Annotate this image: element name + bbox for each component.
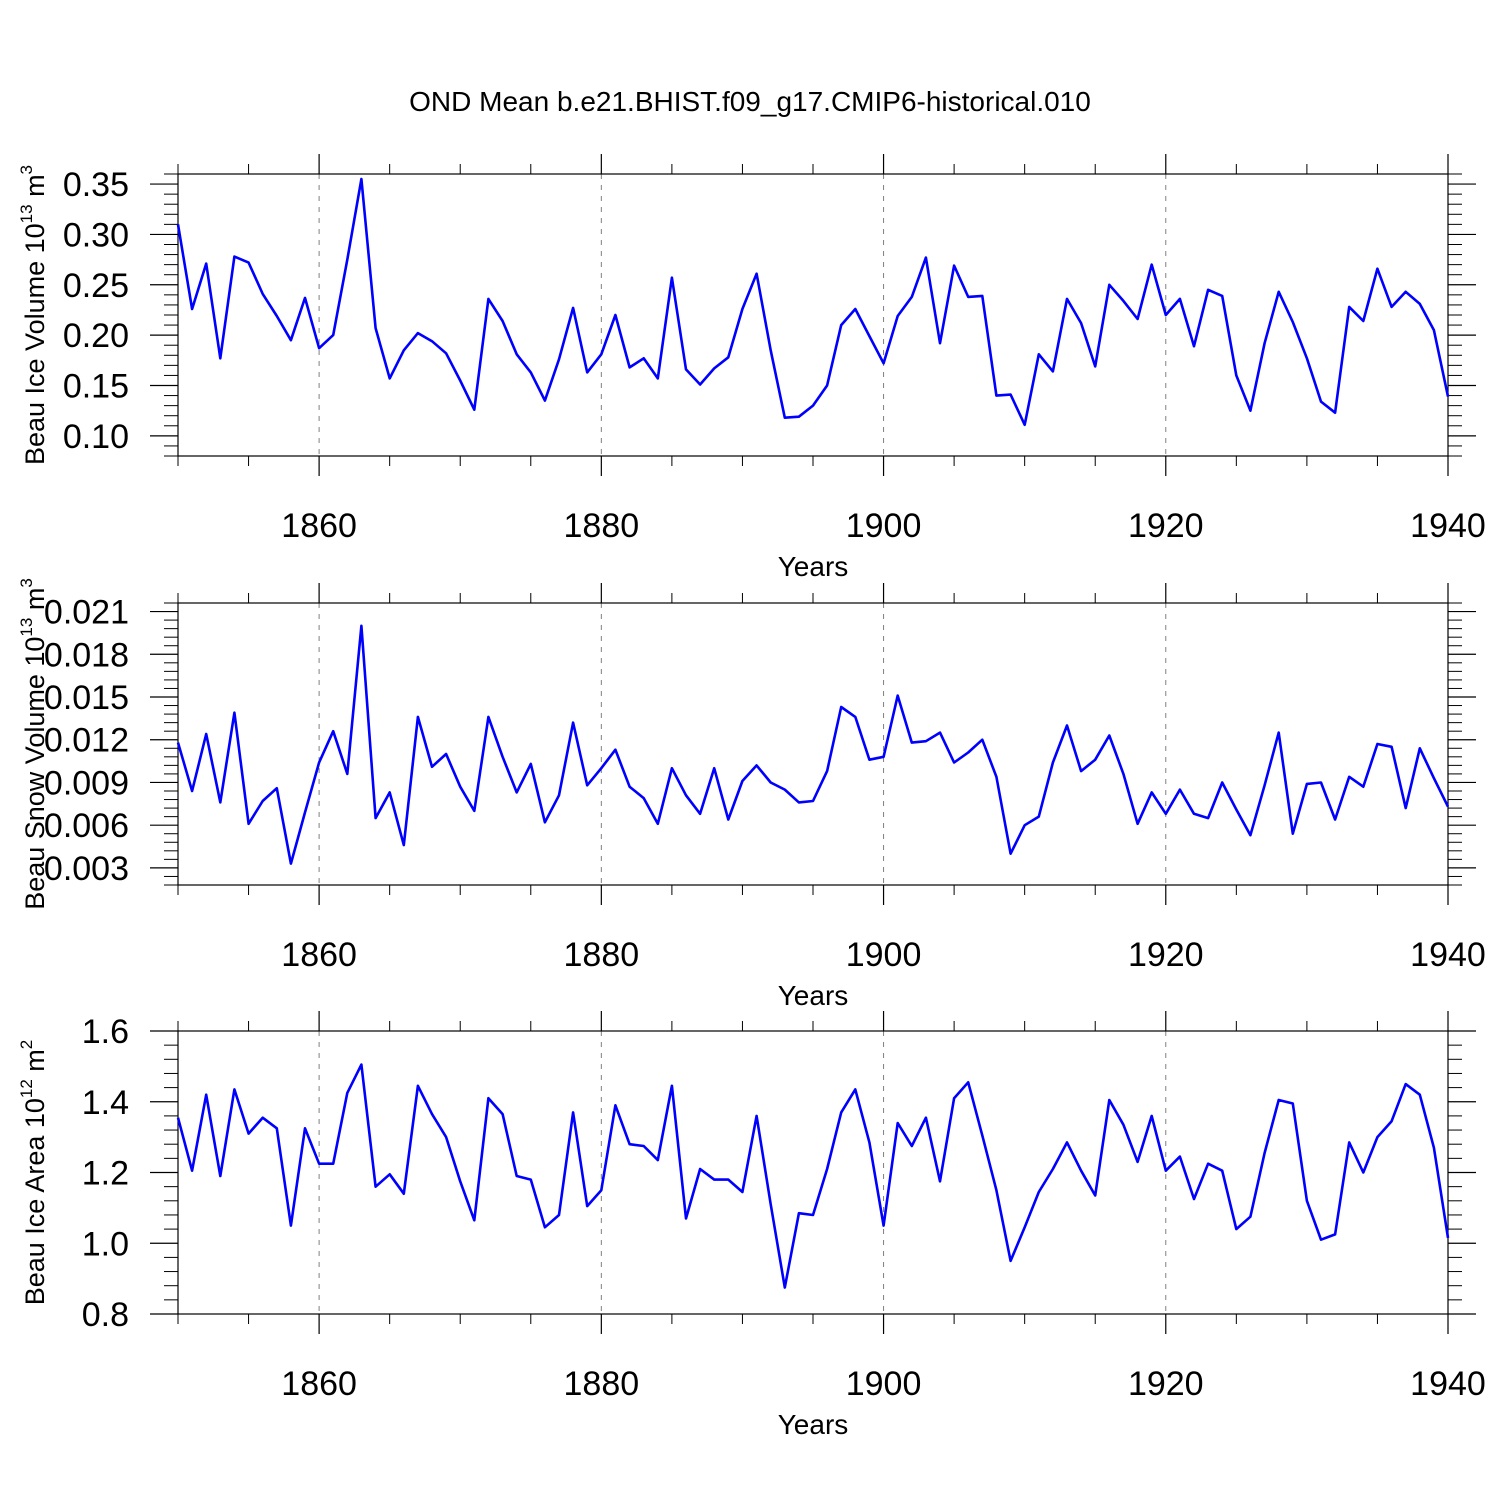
y-tick-label: 0.20 — [63, 317, 129, 355]
y-tick-label: 0.012 — [44, 722, 129, 760]
y-tick-label: 1.2 — [82, 1155, 129, 1193]
x-tick-label: 1880 — [564, 1365, 640, 1403]
y-axis-label: Beau Snow Volume 1013 m3 — [17, 578, 50, 910]
chart-panel-2: 1860 1880 1900 1920 1940 0.003 0.006 0.009 0.012… — [17, 578, 1486, 1011]
x-tick-label: 1920 — [1128, 507, 1204, 545]
y-tick-label: 0.8 — [82, 1296, 129, 1334]
x-axis-label: Years — [778, 551, 849, 582]
x-tick-label: 1860 — [281, 1365, 357, 1403]
x-tick-label: 1900 — [846, 936, 922, 974]
x-tick-label: 1880 — [564, 507, 640, 545]
x-tick-label: 1920 — [1128, 936, 1204, 974]
chart-panel-1: 1860 1880 1900 1920 1940 0.10 0.15 0.20 0.25 0.30… — [17, 154, 1486, 582]
x-axis-label: Years — [778, 980, 849, 1011]
x-tick-label: 1900 — [846, 1365, 922, 1403]
y-tick-label: 1.0 — [82, 1225, 129, 1263]
x-tick-label: 1940 — [1410, 936, 1486, 974]
x-tick-label: 1900 — [846, 507, 922, 545]
y-tick-label: 0.15 — [63, 368, 129, 406]
x-axis-label: Years — [778, 1409, 849, 1440]
x-tick-label: 1920 — [1128, 1365, 1204, 1403]
y-tick-label: 1.6 — [82, 1013, 129, 1051]
y-axis-label: Beau Ice Volume 1013 m3 — [17, 165, 50, 465]
x-tick-label: 1860 — [281, 936, 357, 974]
y-tick-label: 0.021 — [44, 594, 129, 632]
x-tick-label: 1940 — [1410, 507, 1486, 545]
y-tick-label: 0.006 — [44, 807, 129, 845]
plot-frame — [177, 1030, 1449, 1315]
y-tick-label: 1.4 — [82, 1084, 129, 1122]
x-tick-label: 1880 — [564, 936, 640, 974]
y-tick-label: 0.018 — [44, 636, 129, 674]
y-tick-label: 0.015 — [44, 679, 129, 717]
y-axis-label: Beau Ice Area 1012 m2 — [17, 1040, 50, 1306]
y-tick-label: 0.25 — [63, 267, 129, 305]
x-tick-label: 1860 — [281, 507, 357, 545]
y-tick-label: 0.003 — [44, 850, 129, 888]
plot-frame — [177, 173, 1449, 457]
series-line-1 — [176, 1063, 1450, 1289]
x-tick-label: 1940 — [1410, 1365, 1486, 1403]
y-tick-label: 0.009 — [44, 764, 129, 802]
figure-title: OND Mean b.e21.BHIST.f09_g17.CMIP6-histo… — [409, 86, 1091, 117]
series-line-1 — [176, 177, 1450, 427]
chart-panel-3: 1860 1880 1900 1920 1940 0.8 1.0 1.2 1.4 1.6 Years… — [17, 1011, 1486, 1440]
y-tick-label: 0.10 — [63, 418, 129, 456]
y-tick-label: 0.30 — [63, 216, 129, 254]
plot-frame — [177, 602, 1449, 886]
y-tick-label: 0.35 — [63, 166, 129, 204]
series-line-1 — [176, 624, 1450, 865]
